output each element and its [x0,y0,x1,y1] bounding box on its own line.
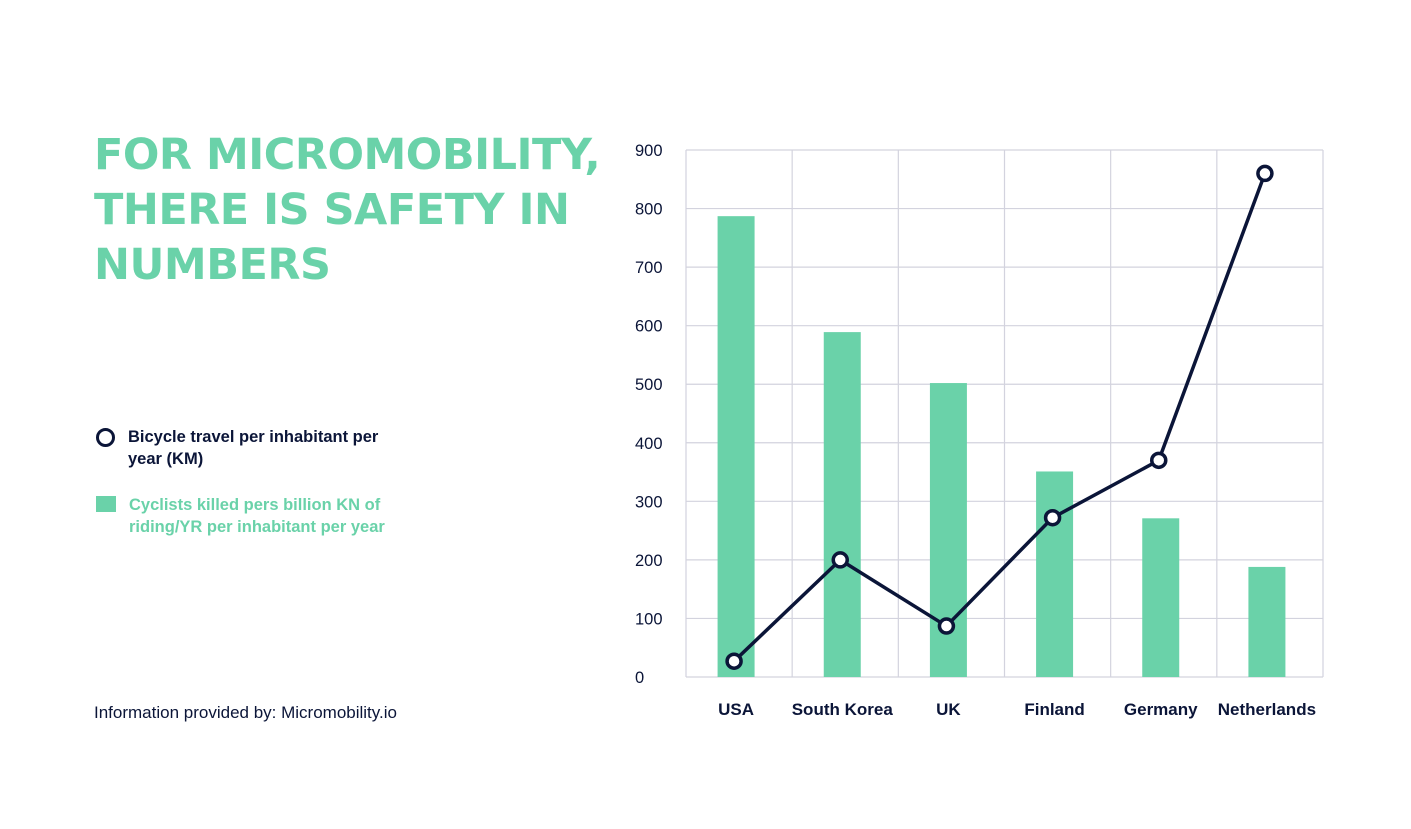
y-tick-label: 0 [635,669,644,687]
line-series [732,172,1267,663]
bar [1142,518,1180,677]
x-tick-label: South Korea [792,700,894,719]
line-point [1043,508,1062,527]
line-point [831,551,849,569]
y-tick-label: 400 [635,435,663,453]
x-tick-label: Germany [1124,700,1198,719]
x-tick-label: UK [936,700,961,719]
x-tick-label: Finland [1024,700,1084,719]
source-note: Information provided by: Micromobility.i… [94,703,397,722]
y-tick-label: 800 [635,201,663,219]
y-tick-label: 600 [635,318,663,336]
y-tick-label: 700 [635,259,663,277]
y-tick-label: 200 [635,552,663,570]
y-tick-label: 100 [635,610,663,628]
legend-item-bar: Cyclists killed pers billion KN of ridin… [96,494,416,538]
y-tick-label: 500 [635,376,663,394]
line-point [1256,164,1274,183]
y-tick-label: 300 [635,493,663,511]
bar [1036,471,1074,677]
bar [1248,566,1286,677]
circle-marker-icon [96,428,115,447]
line-point [1150,451,1168,470]
line-point [725,652,743,670]
x-tick-label: Netherlands [1218,700,1316,719]
bar [823,332,861,677]
legend-item-line: Bicycle travel per inhabitant per year (… [96,426,416,470]
legend-label-bar: Cyclists killed pers billion KN of ridin… [129,496,385,536]
square-marker-icon [96,496,116,512]
y-tick-label: 900 [635,142,663,160]
x-tick-label: USA [718,700,754,719]
line-point [937,617,956,635]
bar [717,216,755,677]
legend-label-line: Bicycle travel per inhabitant per year (… [128,428,379,468]
chart-title: FOR MICROMOBILITY, THERE IS SAFETY IN NU… [94,130,601,290]
